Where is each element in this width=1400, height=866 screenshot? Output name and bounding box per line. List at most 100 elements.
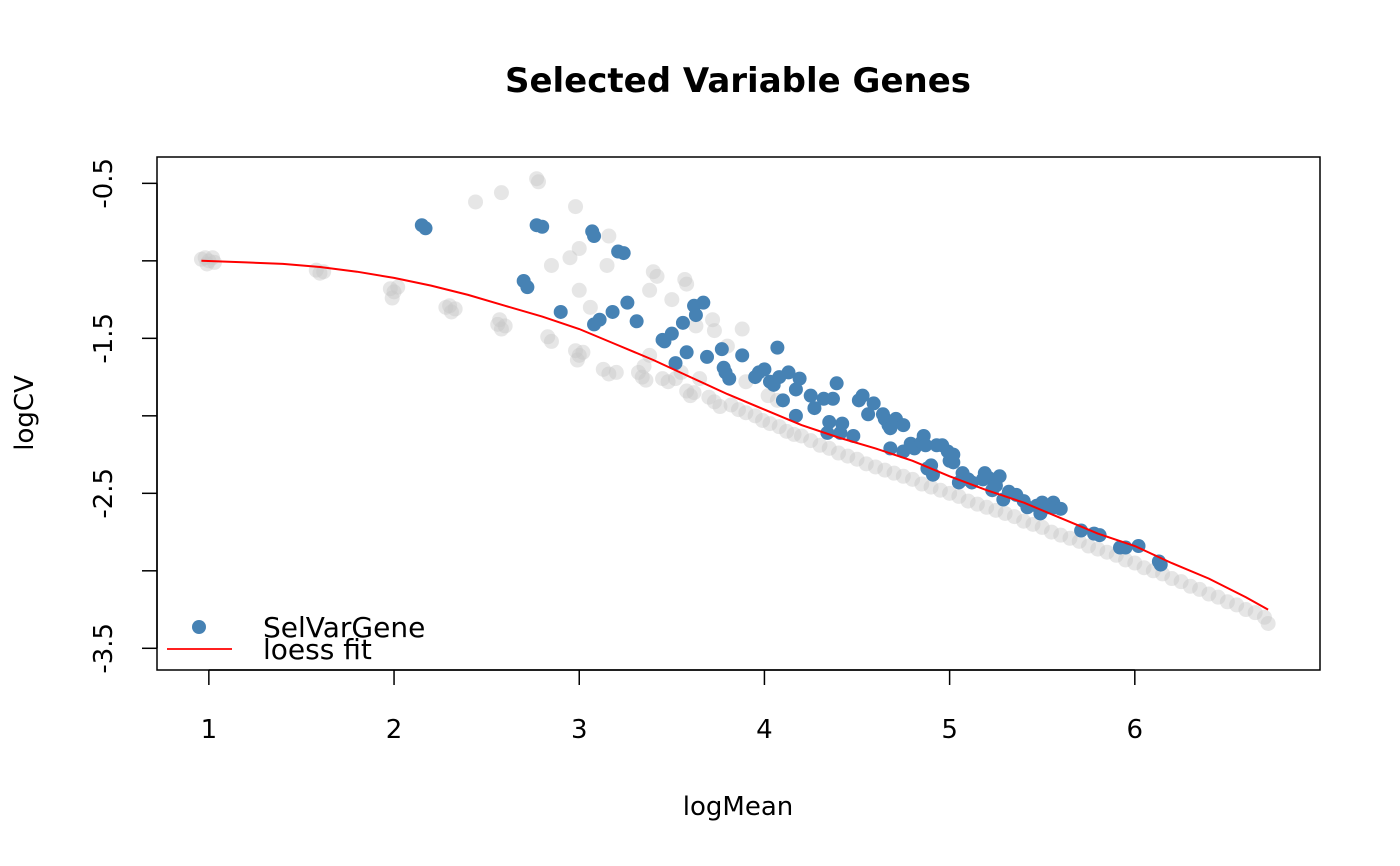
background-gene-point bbox=[438, 299, 454, 315]
selected-gene-point bbox=[788, 382, 803, 397]
loess-layer bbox=[201, 259, 1269, 611]
background-gene-point bbox=[199, 256, 215, 272]
background-gene-point bbox=[571, 282, 587, 298]
selected-gene-point bbox=[605, 304, 620, 319]
background-gene-point bbox=[390, 279, 406, 295]
y-axis-label: logCV bbox=[10, 375, 40, 451]
selected-gene-point bbox=[825, 391, 840, 406]
background-gene-point bbox=[562, 250, 578, 266]
selected-gene-point bbox=[616, 246, 631, 261]
selected-gene-point bbox=[722, 371, 737, 386]
background-gene-point bbox=[575, 344, 591, 360]
background-gene-point bbox=[630, 364, 646, 380]
y-tick-label: -3.5 bbox=[89, 623, 119, 674]
background-gene-point bbox=[705, 312, 721, 328]
background-gene-point bbox=[895, 468, 911, 484]
background-gene-point bbox=[723, 397, 739, 413]
background-gene-point bbox=[569, 352, 585, 368]
background-gene-point bbox=[638, 372, 654, 388]
selected-gene-point bbox=[807, 401, 822, 416]
selected-gene-point bbox=[520, 280, 535, 295]
background-gene-point bbox=[386, 284, 402, 300]
background-gene-point bbox=[582, 299, 598, 315]
background-gene-point bbox=[645, 264, 661, 280]
background-gene-point bbox=[571, 240, 587, 256]
background-gene-point bbox=[1071, 533, 1087, 549]
x-tick-label: 3 bbox=[571, 715, 588, 745]
background-gene-point bbox=[701, 389, 717, 405]
background-gene-point bbox=[932, 482, 948, 498]
background-gene-point bbox=[969, 496, 985, 512]
y-tick-label: -1.5 bbox=[89, 313, 119, 364]
background-gene-point bbox=[529, 171, 545, 187]
background-gene-point bbox=[1201, 586, 1217, 602]
background-gene-point bbox=[688, 318, 704, 334]
background-gene-point bbox=[923, 479, 939, 495]
selected-gene-point bbox=[866, 396, 881, 411]
legend-loess-label: loess fit bbox=[263, 633, 372, 666]
y-axis: -0.5 -1.5 -2.5 -3.5 bbox=[89, 158, 158, 674]
background-gene-point bbox=[595, 361, 611, 377]
background-gene-point bbox=[731, 402, 746, 418]
background-gene-point bbox=[1081, 538, 1097, 554]
background-gene-point bbox=[803, 433, 819, 449]
selected-gene-point bbox=[855, 388, 870, 403]
background-gene-point bbox=[951, 488, 967, 504]
background-gene-point bbox=[497, 318, 513, 334]
background-gene-point bbox=[771, 419, 787, 435]
selected-gene-point bbox=[418, 221, 433, 236]
background-gene-point bbox=[571, 347, 587, 363]
selected-gene-point bbox=[675, 315, 690, 330]
background-gene-point bbox=[1210, 589, 1226, 605]
selected-gene-point bbox=[792, 371, 807, 386]
background-gene-point bbox=[997, 505, 1013, 521]
background-genes-points bbox=[193, 171, 1276, 632]
background-gene-point bbox=[1256, 609, 1272, 625]
selected-gene-point bbox=[1153, 557, 1168, 572]
background-gene-point bbox=[1192, 581, 1208, 597]
background-gene-point bbox=[384, 290, 400, 306]
background-gene-point bbox=[493, 321, 509, 337]
selected-genes-points bbox=[414, 218, 1168, 572]
background-gene-point bbox=[960, 493, 976, 509]
background-gene-point bbox=[1062, 530, 1078, 546]
selected-gene-point bbox=[992, 469, 1007, 484]
background-gene-point bbox=[530, 174, 546, 190]
background-gene-point bbox=[568, 199, 584, 215]
selected-gene-point bbox=[896, 418, 911, 433]
selected-gene-point bbox=[688, 308, 703, 323]
background-gene-point bbox=[755, 412, 771, 428]
legend: SelVarGene loess fit bbox=[167, 611, 425, 666]
background-gene-point bbox=[193, 251, 209, 267]
selected-gene-point bbox=[700, 349, 715, 364]
background-gene-point bbox=[206, 254, 222, 270]
selected-gene-point bbox=[592, 312, 607, 327]
background-gene-point bbox=[490, 316, 506, 332]
background-gene-point bbox=[760, 388, 776, 404]
x-tick-label: 6 bbox=[1127, 715, 1144, 745]
selected-gene-point bbox=[946, 455, 961, 470]
background-gene-point bbox=[712, 399, 728, 415]
background-gene-point bbox=[849, 451, 865, 467]
x-axis-label: logMean bbox=[683, 792, 793, 822]
background-gene-point bbox=[601, 366, 617, 382]
background-gene-point bbox=[442, 298, 458, 314]
background-gene-point bbox=[636, 358, 652, 374]
y-tick-label: -0.5 bbox=[89, 158, 119, 209]
selected-gene-point bbox=[803, 388, 818, 403]
background-gene-point bbox=[831, 445, 847, 461]
selected-gene-point bbox=[861, 407, 876, 422]
background-gene-point bbox=[793, 428, 809, 444]
background-gene-point bbox=[858, 456, 874, 472]
background-gene-point bbox=[312, 265, 328, 281]
background-gene-point bbox=[1118, 552, 1134, 568]
background-gene-point bbox=[877, 462, 893, 478]
selected-gene-point bbox=[835, 416, 850, 431]
background-gene-point bbox=[747, 408, 763, 424]
background-gene-point bbox=[762, 416, 778, 432]
background-gene-point bbox=[682, 388, 698, 404]
background-gene-point bbox=[942, 485, 958, 501]
selected-gene-point bbox=[788, 408, 803, 423]
x-tick-label: 2 bbox=[386, 715, 403, 745]
background-gene-point bbox=[988, 502, 1004, 518]
